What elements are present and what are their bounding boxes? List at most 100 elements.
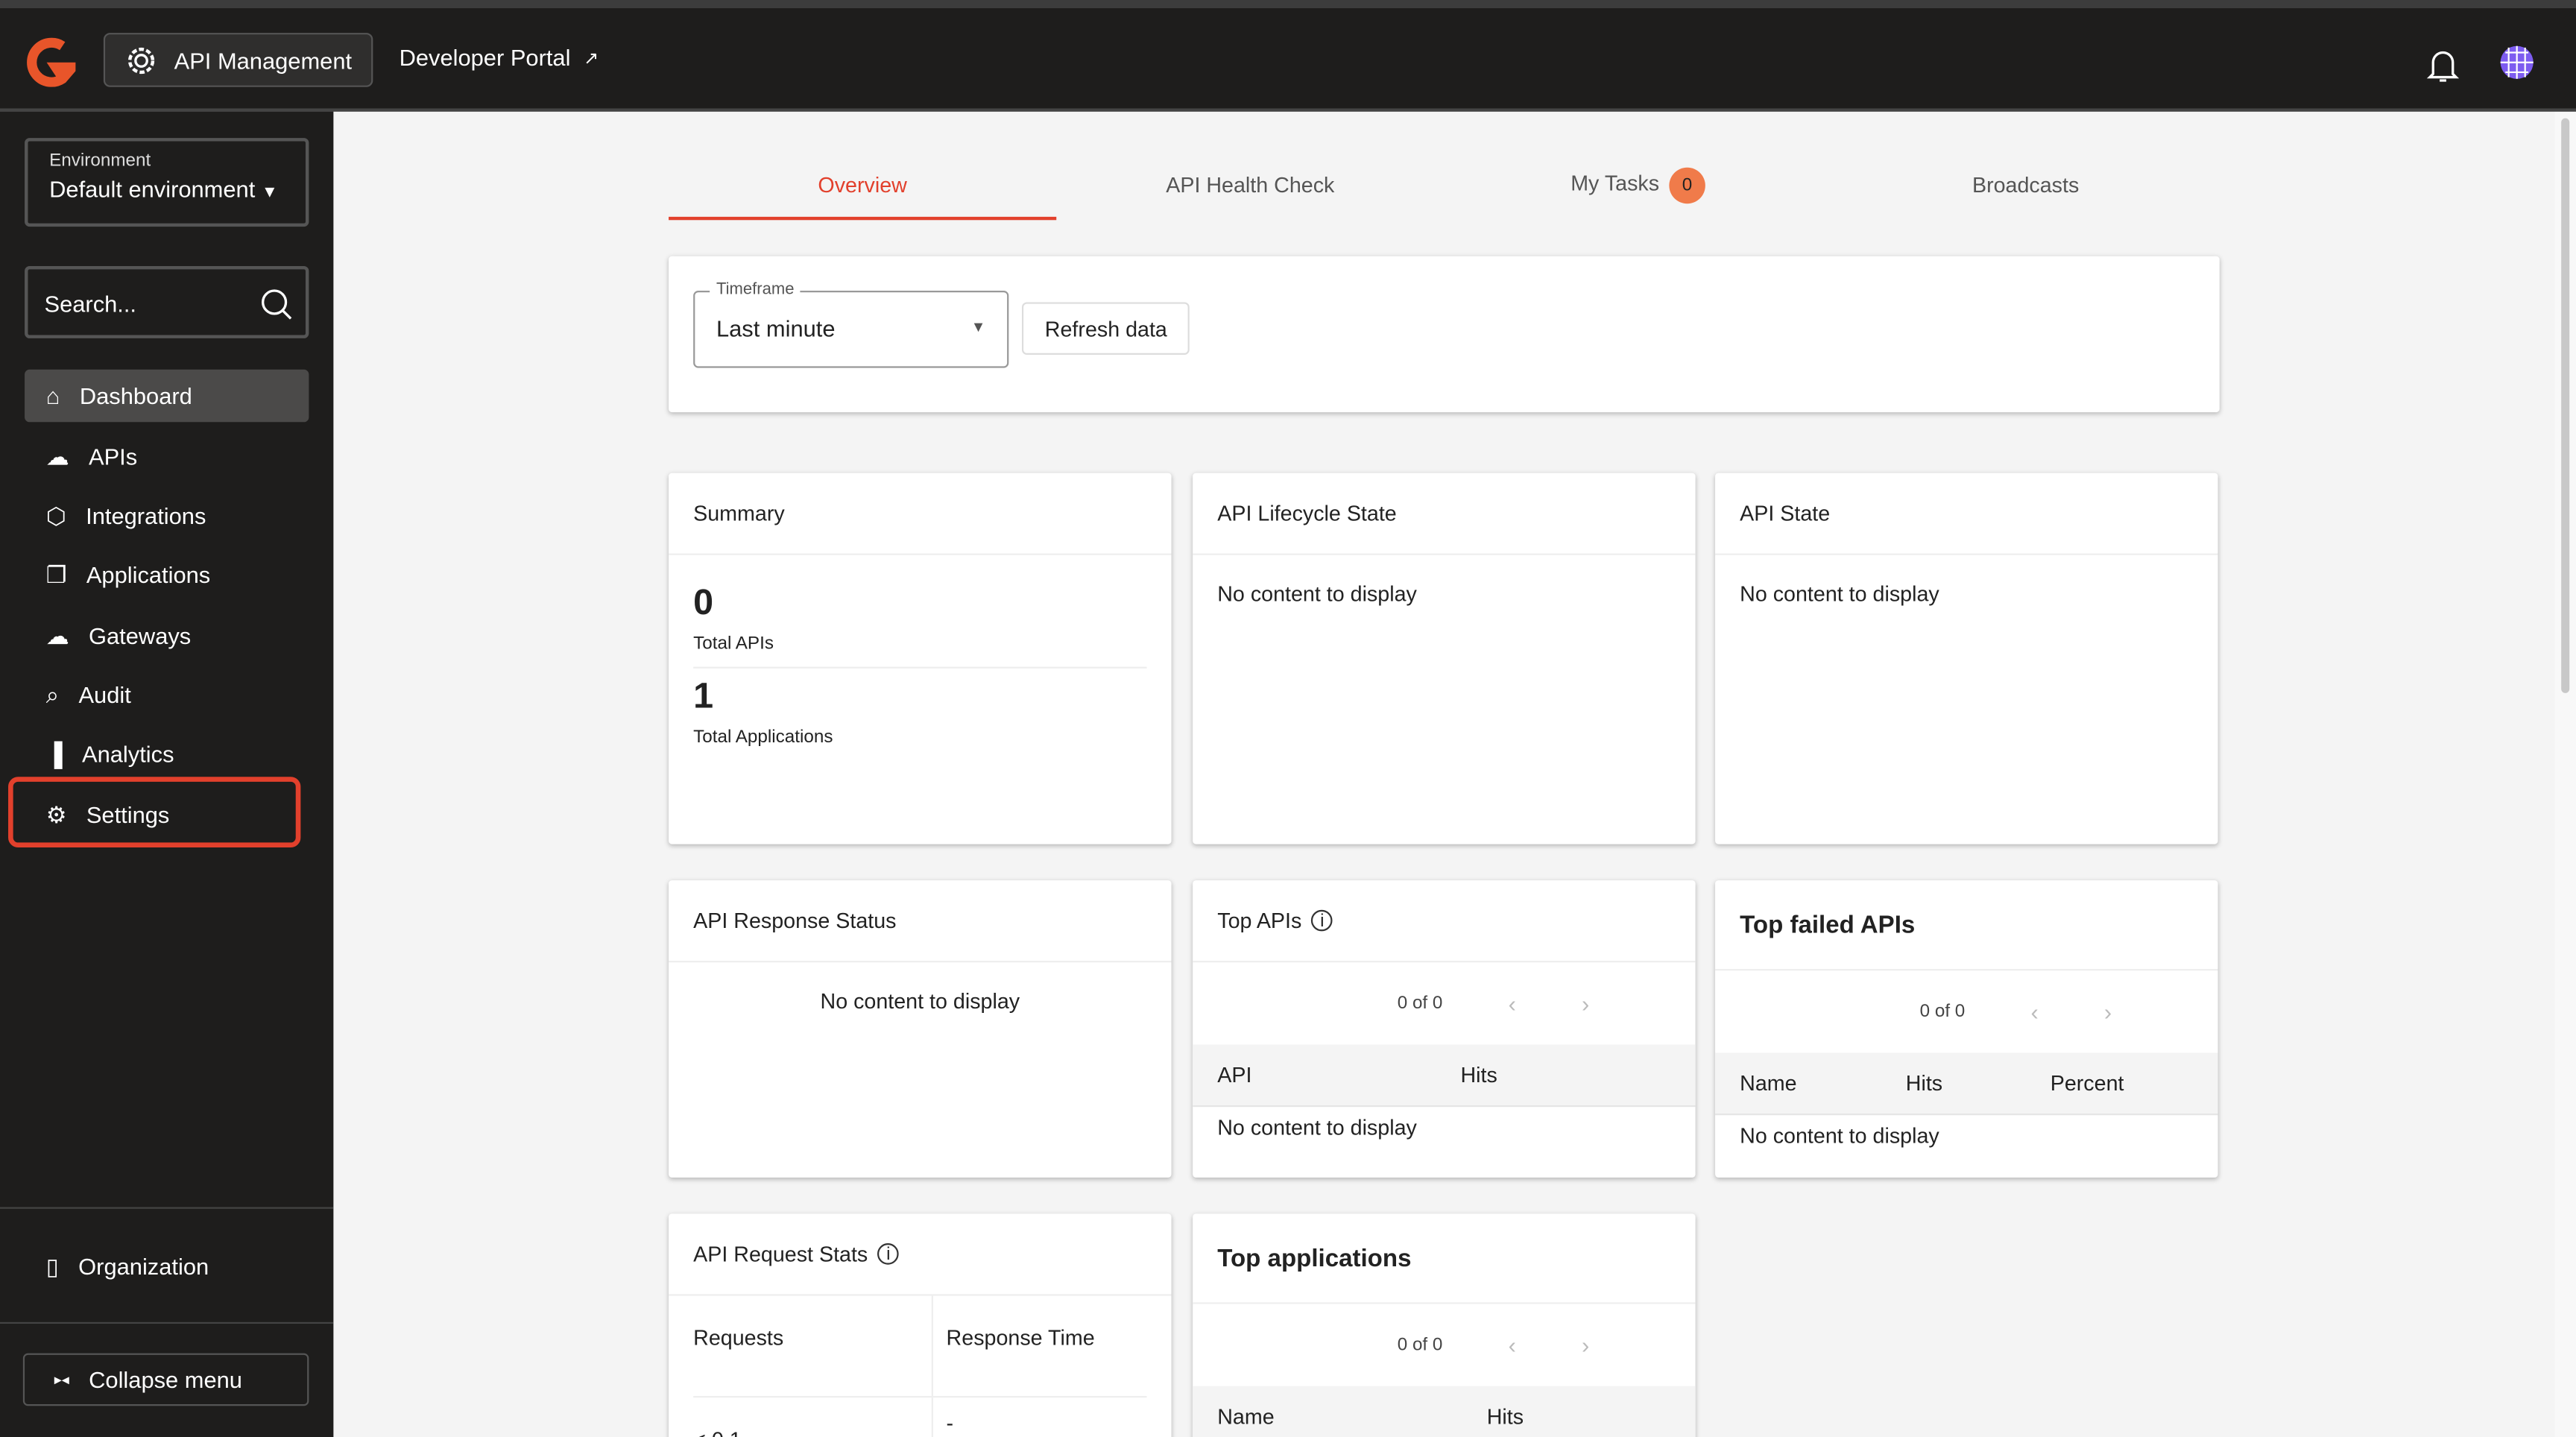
sidebar-item-audit[interactable]: ⌕ Audit [25, 669, 309, 721]
chevron-left-icon[interactable]: ‹ [2030, 998, 2039, 1025]
chevron-right-icon[interactable]: › [1582, 990, 1590, 1017]
card-title: API Response Status [669, 880, 1172, 963]
caret-down-icon: ▼ [970, 318, 986, 335]
column-header-percent[interactable]: Percent [2050, 1070, 2124, 1096]
tab-label: My Tasks [1570, 171, 1660, 196]
card-title: Top failed APIs [1715, 880, 2218, 971]
pager-text: 0 of 0 [1919, 1002, 1966, 1022]
api-management-switch[interactable]: API Management [103, 33, 373, 87]
sidebar-item-analytics[interactable]: ▐ Analytics [25, 727, 309, 780]
empty-message: No content to display [1217, 1115, 1417, 1140]
card-title: API State [1715, 473, 2218, 555]
main-content: Overview API Health Check My Tasks 0 Broa… [333, 111, 2555, 1437]
column-header-api[interactable]: API [1217, 1062, 1252, 1087]
refresh-data-button[interactable]: Refresh data [1021, 302, 1190, 355]
logo-icon[interactable] [26, 37, 76, 87]
total-applications-label: Total Applications [693, 727, 833, 748]
collapse-menu-button[interactable]: ▸◂ Collapse menu [22, 1353, 309, 1406]
audit-search-icon: ⌕ [45, 680, 60, 707]
environment-label: Environment [49, 151, 151, 171]
column-header-hits[interactable]: Hits [1905, 1070, 1943, 1096]
sidebar-item-dashboard[interactable]: ⌂ Dashboard [25, 369, 309, 423]
tab-api-health-check[interactable]: API Health Check [1166, 172, 1335, 198]
empty-message: No content to display [1740, 1123, 1939, 1149]
sidebar-item-label: Integrations [86, 502, 206, 529]
environment-value: Default environment [49, 175, 256, 203]
scrollbar[interactable] [2554, 111, 2576, 1437]
chevron-right-icon[interactable]: › [2103, 998, 2112, 1025]
requests-value: < 0.1 [693, 1397, 933, 1437]
sidebar-item-settings[interactable]: ⚙ Settings [25, 789, 309, 841]
top-apis-card: Top APIs i 0 of 0 ‹ › API Hits No content to… [1193, 880, 1696, 1178]
environment-select[interactable]: Environment Default environment ▼ [25, 138, 309, 227]
pager-text: 0 of 0 [1397, 1335, 1443, 1355]
api-request-stats-card: API Request Stats i Requests Response Time… [669, 1213, 1172, 1437]
divider [0, 1321, 334, 1324]
tab-my-tasks[interactable]: My Tasks 0 [1444, 161, 1831, 220]
external-link-icon: ↗ [584, 48, 599, 69]
sidebar-item-label: Audit [78, 681, 131, 708]
column-header-hits[interactable]: Hits [1460, 1062, 1497, 1087]
chevron-right-icon[interactable]: › [1582, 1332, 1590, 1359]
tab-overview[interactable]: Overview [669, 161, 1057, 221]
total-apis-label: Total APIs [693, 634, 774, 654]
column-header-name[interactable]: Name [1740, 1070, 1797, 1096]
response-time-header: Response Time [932, 1296, 1147, 1398]
user-avatar-icon[interactable] [2498, 44, 2534, 80]
windows-icon: ❐ [45, 560, 67, 587]
sidebar-item-organization[interactable]: ▯ Organization [25, 1240, 309, 1293]
card-title: API Lifecycle State [1193, 473, 1696, 555]
empty-message: No content to display [1217, 581, 1417, 607]
timeframe-select[interactable]: Timeframe Last minute ▼ [693, 280, 1009, 368]
requests-header: Requests [693, 1295, 933, 1398]
chevron-left-icon[interactable]: ‹ [1508, 990, 1516, 1017]
pagination: 0 of 0 ‹ › [1715, 970, 2217, 1052]
total-applications-value: 1 [693, 675, 714, 716]
home-icon: ⌂ [45, 382, 60, 409]
sidebar-item-integrations[interactable]: ⬡ Integrations [25, 490, 309, 543]
sidebar-item-label: Analytics [82, 740, 174, 768]
column-header-name[interactable]: Name [1217, 1403, 1275, 1430]
card-title: API Request Stats [693, 1241, 868, 1266]
sidebar: Environment Default environment ▼ Search.… [0, 111, 334, 1437]
filter-card: Timeframe Last minute ▼ Refresh data [669, 256, 2220, 413]
gateway-icon: ☁ [45, 622, 69, 648]
divider [0, 1207, 334, 1209]
sidebar-item-gateways[interactable]: ☁ Gateways [25, 609, 309, 662]
collapse-icon: ▸◂ [54, 1370, 69, 1387]
cloud-icon: ☁ [45, 442, 69, 470]
info-icon[interactable]: i [1311, 909, 1333, 932]
bar-chart-icon: ▐ [45, 740, 63, 768]
tab-broadcasts[interactable]: Broadcasts [1972, 172, 2080, 198]
sidebar-item-label: Applications [86, 561, 211, 588]
developer-portal-link[interactable]: Developer Portal ↗ [400, 44, 599, 70]
column-header-hits[interactable]: Hits [1486, 1403, 1524, 1430]
card-title: Top APIs [1217, 908, 1302, 933]
search-input[interactable]: Search... [25, 265, 309, 338]
info-icon[interactable]: i [877, 1243, 900, 1265]
timeframe-label: Timeframe [710, 280, 801, 300]
developer-portal-label: Developer Portal [399, 44, 571, 71]
scrollbar-thumb[interactable] [2561, 118, 2570, 693]
card-title: Summary [669, 473, 1172, 555]
sidebar-item-applications[interactable]: ❐ Applications [25, 549, 309, 601]
gear-icon [127, 46, 155, 74]
empty-message: No content to display [1740, 581, 1939, 607]
gear-icon: ⚙ [45, 800, 67, 827]
bell-icon[interactable] [2426, 48, 2460, 83]
caret-down-icon: ▼ [261, 183, 278, 203]
sidebar-item-label: APIs [89, 443, 138, 470]
pager-text: 0 of 0 [1397, 994, 1443, 1014]
api-lifecycle-card: API Lifecycle State No content to display [1193, 473, 1696, 844]
cube-icon: ⬡ [45, 502, 66, 528]
tasks-count-badge: 0 [1669, 167, 1705, 204]
card-title: Top applications [1193, 1213, 1696, 1304]
chevron-left-icon[interactable]: ‹ [1508, 1332, 1516, 1359]
sidebar-item-label: Gateways [89, 622, 192, 649]
sidebar-item-apis[interactable]: ☁ APIs [25, 430, 309, 483]
search-icon[interactable] [259, 288, 292, 320]
search-placeholder: Search... [44, 291, 137, 318]
empty-message: No content to display [820, 988, 1020, 1014]
sidebar-item-label: Dashboard [79, 382, 192, 409]
sidebar-item-label: Settings [86, 801, 170, 828]
